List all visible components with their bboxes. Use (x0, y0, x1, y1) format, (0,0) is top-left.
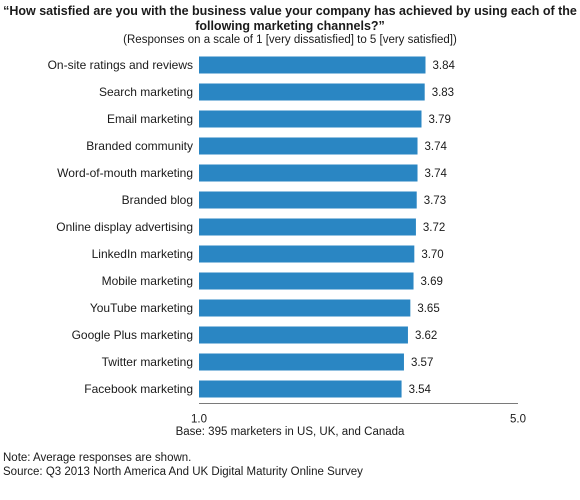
bar (199, 56, 426, 74)
value-label: 3.62 (415, 330, 437, 342)
value-label: 3.54 (409, 384, 432, 396)
bar (199, 326, 408, 344)
category-label: On-site ratings and reviews (48, 58, 193, 72)
value-label: 3.74 (425, 168, 448, 180)
bar (199, 245, 415, 263)
bar (199, 110, 422, 128)
base-note: Base: 395 marketers in US, UK, and Canad… (175, 426, 405, 438)
value-label: 3.65 (417, 303, 439, 315)
category-label: Mobile marketing (102, 274, 193, 288)
category-label: Twitter marketing (102, 355, 193, 369)
category-label: Online display advertising (56, 220, 193, 234)
chart-subtitle: (Responses on a scale of 1 [very dissati… (123, 34, 457, 46)
category-label: YouTube marketing (90, 301, 193, 315)
x-tick-label: 1.0 (191, 414, 207, 426)
category-label: LinkedIn marketing (92, 247, 193, 261)
value-label: 3.72 (423, 222, 445, 234)
category-label: Facebook marketing (84, 382, 193, 396)
bar (199, 272, 414, 290)
bar (199, 299, 411, 317)
category-label: Email marketing (107, 112, 193, 126)
category-label: Google Plus marketing (72, 328, 193, 342)
bar (199, 191, 417, 209)
value-label: 3.73 (424, 195, 446, 207)
value-label: 3.79 (429, 114, 451, 126)
category-label: Branded blog (122, 193, 193, 207)
bar (199, 164, 418, 182)
bar (199, 218, 416, 236)
bar (199, 137, 418, 155)
value-label: 3.74 (425, 141, 448, 153)
value-label: 3.83 (432, 87, 454, 99)
value-label: 3.84 (432, 60, 455, 72)
footnote: Note: Average responses are shown. (3, 452, 192, 464)
bar (199, 83, 425, 101)
value-label: 3.70 (421, 249, 443, 261)
x-tick-label: 5.0 (510, 414, 526, 426)
bar (199, 380, 402, 398)
chart-title: “How satisfied are you with the business… (3, 4, 577, 33)
value-label: 3.69 (421, 276, 443, 288)
category-label: Search marketing (99, 85, 193, 99)
category-label: Branded community (86, 139, 193, 153)
source-note: Source: Q3 2013 North America And UK Dig… (3, 466, 363, 478)
bar (199, 353, 404, 371)
category-label: Word-of-mouth marketing (57, 166, 193, 180)
value-label: 3.57 (411, 357, 433, 369)
